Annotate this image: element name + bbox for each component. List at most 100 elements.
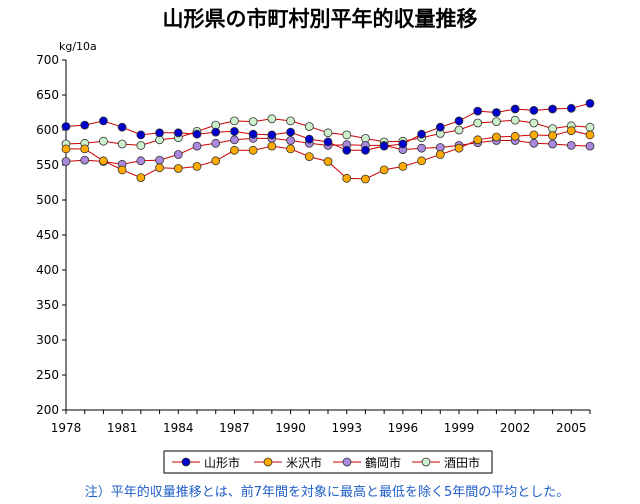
data-point <box>454 125 464 135</box>
data-point <box>136 130 146 140</box>
data-point <box>585 122 595 132</box>
x-tick-label: 1984 <box>163 421 194 435</box>
y-tick-label: 250 <box>36 368 59 382</box>
chart-title: 山形県の市町村別平年的収量推移 <box>162 7 478 31</box>
data-point <box>173 128 183 138</box>
x-tick-label: 1996 <box>388 421 419 435</box>
legend-box <box>163 450 493 474</box>
x-tick-label: 1987 <box>219 421 250 435</box>
data-point <box>398 139 408 149</box>
data-point <box>435 122 445 132</box>
x-ticks: 1978 1981 1984 1987 1990 1993 1996 1999 2002 2005 <box>51 410 591 435</box>
x-tick-label: 1978 <box>51 421 82 435</box>
data-point <box>80 144 90 154</box>
legend-item: 鶴岡市 <box>333 455 401 470</box>
legend-marker <box>181 457 191 467</box>
legend-item: 山形市 <box>172 455 240 470</box>
data-point <box>323 128 333 138</box>
data-point <box>286 136 295 145</box>
data-point <box>267 141 277 151</box>
data-point <box>473 106 483 116</box>
legend-marker <box>342 457 352 467</box>
data-point <box>211 156 221 166</box>
legend-item: 米沢市 <box>254 455 322 470</box>
data-point <box>379 141 389 151</box>
data-point <box>230 145 239 155</box>
data-point <box>454 143 464 153</box>
data-point <box>435 150 445 159</box>
legend: 山形市 米沢市 鶴岡市 酒田市 <box>163 450 493 474</box>
y-tick-label: 700 <box>36 53 59 67</box>
x-tick-label: 2002 <box>500 421 531 435</box>
x-tick-label: 1981 <box>107 421 138 435</box>
y-ticks: 200 250 300 350 400 450 500 550 600 650 700 <box>36 53 66 417</box>
data-point <box>492 132 501 142</box>
legend-marker <box>263 457 273 467</box>
data-point <box>286 127 295 137</box>
data-point <box>342 130 352 140</box>
data-point <box>286 116 295 126</box>
data-point <box>398 161 408 171</box>
y-tick-label: 550 <box>36 158 59 172</box>
data-point <box>566 126 576 136</box>
y-tick-label: 200 <box>36 403 59 417</box>
data-point <box>529 106 539 115</box>
data-point <box>117 139 127 149</box>
data-point <box>361 145 370 155</box>
footnote: 注）平年的収量推移とは、前7年間を対象に最高と最低を除く5年間の平均とした。 <box>84 485 570 500</box>
legend-item: 酒田市 <box>412 455 480 470</box>
data-point <box>248 117 258 126</box>
data-point <box>99 116 108 126</box>
data-point <box>230 135 239 145</box>
data-point <box>192 161 202 171</box>
data-point <box>248 145 258 155</box>
data-point <box>417 129 426 139</box>
data-point <box>117 122 127 132</box>
data-point <box>510 115 520 125</box>
data-point <box>211 127 221 137</box>
legend-marker <box>421 457 431 467</box>
legend-label: 酒田市 <box>444 455 480 470</box>
y-tick-label: 350 <box>36 298 59 312</box>
data-point <box>473 135 483 145</box>
y-tick-label: 300 <box>36 333 59 347</box>
data-point <box>173 150 183 159</box>
data-point <box>61 157 71 166</box>
y-tick-label: 450 <box>36 228 59 242</box>
data-point <box>192 129 202 139</box>
data-point <box>304 134 314 144</box>
data-point <box>304 122 314 131</box>
data-point <box>492 108 501 117</box>
y-axis-label: kg/10a <box>59 40 97 53</box>
data-point <box>510 131 520 141</box>
series-1 <box>61 99 595 155</box>
data-point <box>230 126 239 136</box>
data-point <box>585 141 595 151</box>
data-point <box>492 117 501 126</box>
data-point <box>585 99 595 108</box>
data-point <box>155 128 164 138</box>
data-point <box>136 173 146 183</box>
data-point <box>61 122 71 131</box>
data-point <box>99 136 108 146</box>
data-point <box>155 163 164 173</box>
legend-label: 鶴岡市 <box>365 455 401 470</box>
data-point <box>99 156 108 166</box>
data-point <box>566 103 576 113</box>
data-point <box>361 174 370 184</box>
data-point <box>117 165 127 175</box>
data-point <box>379 165 389 175</box>
data-point <box>192 141 202 151</box>
data-point <box>155 155 164 165</box>
data-point <box>548 104 557 114</box>
data-point <box>211 138 221 148</box>
data-point <box>136 140 146 150</box>
legend-label: 米沢市 <box>286 455 322 470</box>
data-point <box>267 114 277 124</box>
y-tick-label: 650 <box>36 88 59 102</box>
data-point <box>136 156 146 166</box>
data-point <box>510 104 520 114</box>
data-point <box>323 137 333 147</box>
data-point <box>417 143 426 153</box>
